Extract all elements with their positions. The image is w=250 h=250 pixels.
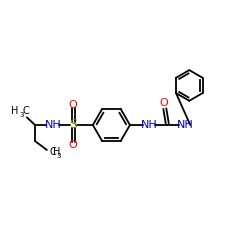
Text: NH: NH xyxy=(176,120,193,130)
Text: NH: NH xyxy=(141,120,158,130)
Text: C: C xyxy=(22,106,29,116)
Text: O: O xyxy=(69,100,78,110)
Text: O: O xyxy=(69,140,78,150)
Text: C: C xyxy=(50,147,56,157)
Text: 3: 3 xyxy=(20,112,24,118)
Text: H: H xyxy=(11,106,19,116)
Text: H: H xyxy=(53,147,60,157)
Text: O: O xyxy=(159,98,168,108)
Text: NH: NH xyxy=(44,120,61,130)
Text: S: S xyxy=(69,118,77,132)
Text: 3: 3 xyxy=(56,153,61,159)
